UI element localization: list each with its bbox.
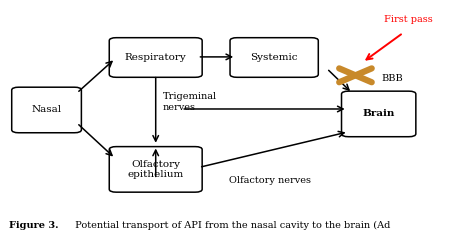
Text: BBB: BBB	[381, 74, 403, 83]
FancyBboxPatch shape	[109, 38, 202, 77]
Text: Brain: Brain	[363, 110, 395, 118]
FancyBboxPatch shape	[230, 38, 319, 77]
Text: Figure 3.: Figure 3.	[9, 221, 59, 230]
FancyBboxPatch shape	[12, 87, 82, 133]
Text: Systemic: Systemic	[250, 53, 298, 62]
Text: Olfactory nerves: Olfactory nerves	[228, 176, 310, 185]
Text: Olfactory
epithelium: Olfactory epithelium	[128, 160, 184, 179]
Text: Nasal: Nasal	[31, 106, 62, 114]
FancyBboxPatch shape	[341, 91, 416, 137]
Text: Trigeminal
nerves: Trigeminal nerves	[163, 92, 217, 112]
Text: First pass: First pass	[384, 15, 433, 24]
FancyBboxPatch shape	[109, 147, 202, 192]
Text: Respiratory: Respiratory	[125, 53, 187, 62]
Text: Potential transport of API from the nasal cavity to the brain (Ad: Potential transport of API from the nasa…	[72, 221, 391, 230]
